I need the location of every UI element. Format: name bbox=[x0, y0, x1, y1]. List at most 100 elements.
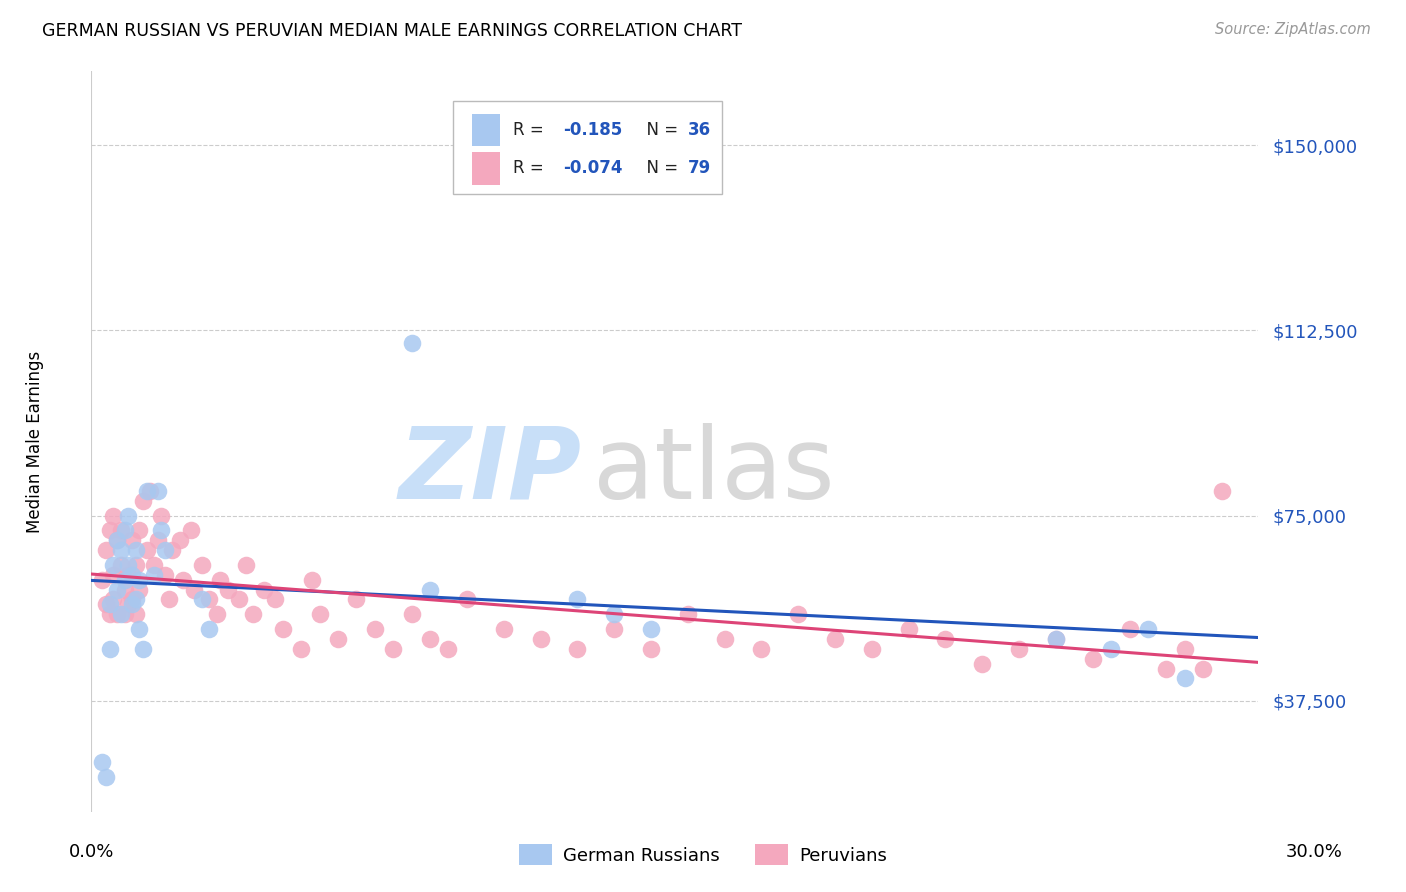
Point bbox=[308, 607, 330, 622]
Point bbox=[860, 641, 883, 656]
Point bbox=[114, 573, 136, 587]
Point bbox=[135, 483, 157, 498]
Point bbox=[157, 592, 180, 607]
Point bbox=[121, 567, 143, 582]
Point bbox=[290, 641, 312, 656]
Point bbox=[169, 533, 191, 548]
Point bbox=[419, 582, 441, 597]
Point bbox=[242, 607, 264, 622]
Point bbox=[205, 607, 228, 622]
Point bbox=[117, 598, 139, 612]
Point bbox=[110, 543, 132, 558]
Point bbox=[150, 508, 173, 523]
Point bbox=[172, 573, 194, 587]
Point bbox=[128, 582, 150, 597]
Point bbox=[121, 533, 143, 548]
Point bbox=[437, 641, 460, 656]
Point bbox=[128, 622, 150, 636]
Point bbox=[567, 592, 589, 607]
Point bbox=[103, 558, 125, 572]
Point bbox=[143, 558, 166, 572]
Point bbox=[751, 641, 773, 656]
Point bbox=[132, 493, 155, 508]
Point bbox=[787, 607, 810, 622]
Text: atlas: atlas bbox=[593, 423, 835, 520]
Point bbox=[114, 607, 136, 622]
Point bbox=[139, 483, 162, 498]
Point bbox=[121, 598, 143, 612]
Point bbox=[1081, 651, 1104, 665]
Point bbox=[124, 607, 146, 622]
Point bbox=[567, 641, 589, 656]
Text: 30.0%: 30.0% bbox=[1286, 843, 1343, 861]
Point bbox=[94, 770, 117, 784]
Point bbox=[401, 335, 423, 350]
Point bbox=[401, 607, 423, 622]
Point bbox=[114, 582, 136, 597]
FancyBboxPatch shape bbox=[472, 152, 501, 185]
Point bbox=[209, 573, 232, 587]
Point bbox=[198, 592, 221, 607]
Point bbox=[153, 543, 176, 558]
Point bbox=[640, 641, 662, 656]
Point bbox=[382, 641, 405, 656]
Point bbox=[972, 657, 994, 671]
Point bbox=[103, 592, 125, 607]
Point bbox=[1211, 483, 1233, 498]
Point bbox=[301, 573, 323, 587]
Point bbox=[117, 558, 139, 572]
Point bbox=[603, 622, 626, 636]
Point bbox=[91, 573, 114, 587]
Text: ZIP: ZIP bbox=[398, 423, 582, 520]
Point bbox=[1099, 641, 1122, 656]
Text: -0.185: -0.185 bbox=[562, 120, 621, 139]
Point bbox=[114, 524, 136, 538]
Point bbox=[1118, 622, 1140, 636]
Point bbox=[146, 533, 169, 548]
Point bbox=[492, 622, 515, 636]
Text: R =: R = bbox=[513, 160, 554, 178]
Point bbox=[150, 524, 173, 538]
Point bbox=[124, 543, 146, 558]
Text: 0.0%: 0.0% bbox=[69, 843, 114, 861]
Point bbox=[253, 582, 276, 597]
FancyBboxPatch shape bbox=[472, 113, 501, 146]
Point bbox=[1174, 641, 1197, 656]
Point bbox=[110, 607, 132, 622]
Point bbox=[191, 558, 214, 572]
Point bbox=[191, 592, 214, 607]
Text: N =: N = bbox=[637, 120, 683, 139]
Point bbox=[603, 607, 626, 622]
Point bbox=[824, 632, 846, 646]
Point bbox=[128, 524, 150, 538]
Point bbox=[105, 607, 128, 622]
Point bbox=[713, 632, 735, 646]
Legend: German Russians, Peruvians: German Russians, Peruvians bbox=[510, 835, 896, 874]
Point bbox=[897, 622, 920, 636]
Text: R =: R = bbox=[513, 120, 554, 139]
Point bbox=[103, 567, 125, 582]
Point bbox=[98, 607, 121, 622]
Point bbox=[228, 592, 250, 607]
Text: N =: N = bbox=[637, 160, 683, 178]
Text: Source: ZipAtlas.com: Source: ZipAtlas.com bbox=[1215, 22, 1371, 37]
Point bbox=[105, 582, 128, 597]
Point bbox=[146, 483, 169, 498]
Point bbox=[91, 756, 114, 770]
Point bbox=[326, 632, 349, 646]
Point bbox=[676, 607, 699, 622]
Point bbox=[1192, 662, 1215, 676]
Point bbox=[1008, 641, 1031, 656]
Text: 79: 79 bbox=[688, 160, 711, 178]
Point bbox=[1045, 632, 1067, 646]
Point bbox=[1136, 622, 1159, 636]
Point bbox=[180, 524, 202, 538]
Point bbox=[183, 582, 205, 597]
Point bbox=[135, 543, 157, 558]
Point bbox=[98, 641, 121, 656]
Text: 36: 36 bbox=[688, 120, 711, 139]
Point bbox=[1156, 662, 1178, 676]
Point bbox=[346, 592, 368, 607]
Point bbox=[217, 582, 239, 597]
Point bbox=[143, 567, 166, 582]
